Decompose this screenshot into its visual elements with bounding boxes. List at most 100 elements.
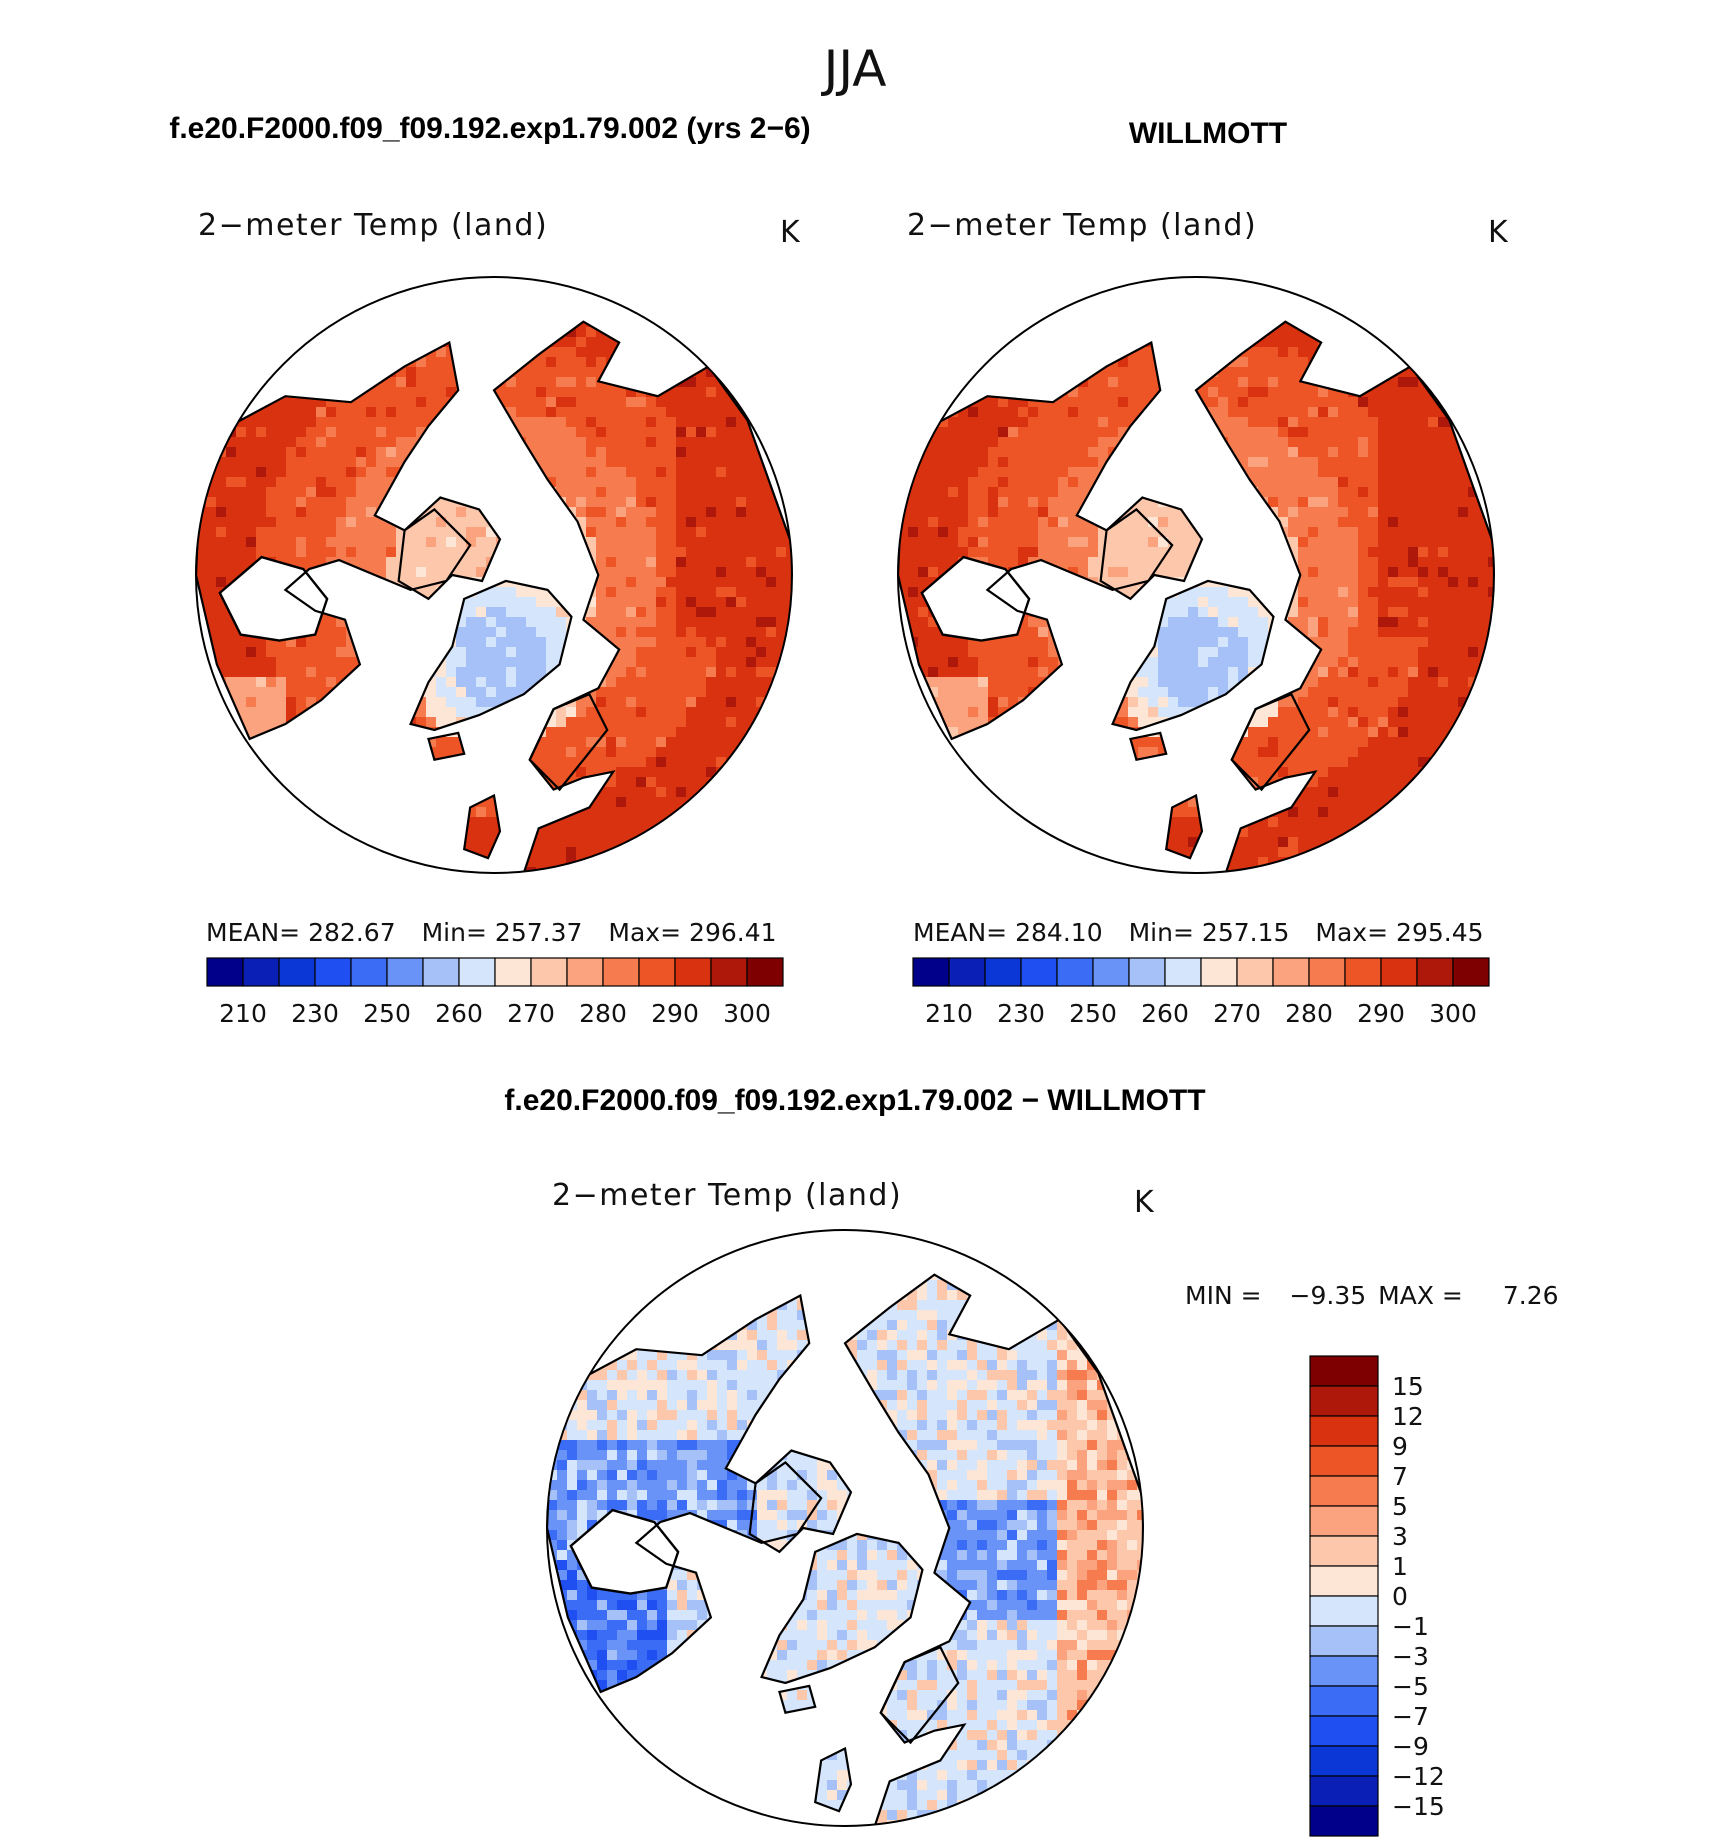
grid-cell <box>978 507 989 518</box>
grid-cell <box>998 397 1009 408</box>
grid-cell <box>1088 527 1099 538</box>
grid-cell <box>666 517 677 528</box>
grid-cell <box>1358 447 1369 458</box>
grid-cell <box>1408 497 1419 508</box>
colorbar-tick-label: 300 <box>723 999 771 1028</box>
grid-cell <box>1358 587 1369 598</box>
grid-cell <box>756 497 767 508</box>
grid-cell <box>476 677 487 688</box>
grid-cell <box>1408 377 1419 388</box>
grid-cell <box>396 567 407 578</box>
grid-cell <box>546 617 557 628</box>
grid-cell <box>636 667 647 678</box>
grid-cell <box>616 397 627 408</box>
grid-cell <box>686 437 697 448</box>
grid-cell <box>1328 397 1339 408</box>
grid-cell <box>1268 497 1279 508</box>
grid-cell <box>1418 417 1429 428</box>
grid-cell <box>246 557 257 568</box>
grid-cell <box>696 777 707 788</box>
grid-cell <box>1158 557 1169 568</box>
grid-cell <box>596 477 607 488</box>
grid-cell <box>336 647 347 658</box>
grid-cell <box>266 407 277 418</box>
grid-cell <box>1098 367 1109 378</box>
grid-cell <box>646 637 657 648</box>
grid-cell <box>376 407 387 418</box>
grid-cell <box>1348 517 1359 528</box>
grid-cell <box>306 407 317 418</box>
grid-cell <box>1348 617 1359 628</box>
grid-cell <box>756 687 767 698</box>
grid-cell <box>526 387 537 398</box>
grid-cell <box>1348 537 1359 548</box>
grid-cell <box>586 537 597 548</box>
grid-cell <box>276 397 287 408</box>
grid-cell <box>1468 537 1479 548</box>
grid-cell <box>556 357 567 368</box>
grid-cell <box>1458 587 1469 598</box>
grid-cell <box>466 517 477 528</box>
grid-cell <box>566 497 577 508</box>
grid-cell <box>1428 397 1439 408</box>
grid-cell <box>536 367 547 378</box>
grid-cell <box>536 837 547 848</box>
grid-cell <box>746 547 757 558</box>
grid-cell <box>1298 517 1309 528</box>
grid-cell <box>696 667 707 678</box>
grid-cell <box>1368 417 1379 428</box>
grid-cell <box>206 617 217 628</box>
grid-cell <box>1338 597 1349 608</box>
grid-cell <box>1178 657 1189 668</box>
grid-cell <box>696 377 707 388</box>
grid-cell <box>536 647 547 658</box>
grid-cell <box>426 367 437 378</box>
grid-cell <box>646 747 657 758</box>
grid-cell <box>196 557 207 568</box>
grid-cell <box>606 667 617 678</box>
grid-cell <box>1488 587 1494 598</box>
grid-cell <box>396 527 407 538</box>
grid-cell <box>1178 547 1189 558</box>
grid-cell <box>1188 657 1199 668</box>
grid-cell <box>376 557 387 568</box>
grid-cell <box>1158 627 1169 638</box>
grid-cell <box>306 427 317 438</box>
grid-cell <box>276 447 287 458</box>
grid-cell <box>1028 497 1039 508</box>
grid-cell <box>1278 387 1289 398</box>
grid-cell <box>1298 557 1309 568</box>
grid-cell <box>206 557 217 568</box>
grid-cell <box>696 497 707 508</box>
grid-cell <box>686 667 697 678</box>
grid-cell <box>686 417 697 428</box>
grid-cell <box>656 747 667 758</box>
grid-cell <box>1428 517 1439 528</box>
grid-cell <box>496 697 507 708</box>
grid-cell <box>576 437 587 448</box>
grid-cell <box>536 587 547 598</box>
grid-cell <box>266 427 277 438</box>
grid-cell <box>1248 377 1259 388</box>
grid-cell <box>236 457 247 468</box>
grid-cell <box>676 507 687 518</box>
grid-cell <box>1448 487 1459 498</box>
grid-cell <box>1198 607 1209 618</box>
grid-cell <box>596 507 607 518</box>
grid-cell <box>636 527 647 538</box>
grid-cell <box>1178 607 1189 618</box>
grid-cell <box>286 537 297 548</box>
grid-cell <box>736 697 747 708</box>
grid-cell <box>1238 407 1249 418</box>
grid-cell <box>1048 507 1059 518</box>
grid-cell <box>326 637 337 648</box>
grid-cell <box>616 597 627 608</box>
grid-cell <box>196 577 207 588</box>
grid-cell <box>786 557 792 568</box>
grid-cell <box>326 647 337 658</box>
grid-cell <box>616 737 627 748</box>
grid-cell <box>1148 357 1159 368</box>
grid-cell <box>246 477 257 488</box>
grid-cell <box>326 667 337 678</box>
grid-cell <box>766 487 777 498</box>
